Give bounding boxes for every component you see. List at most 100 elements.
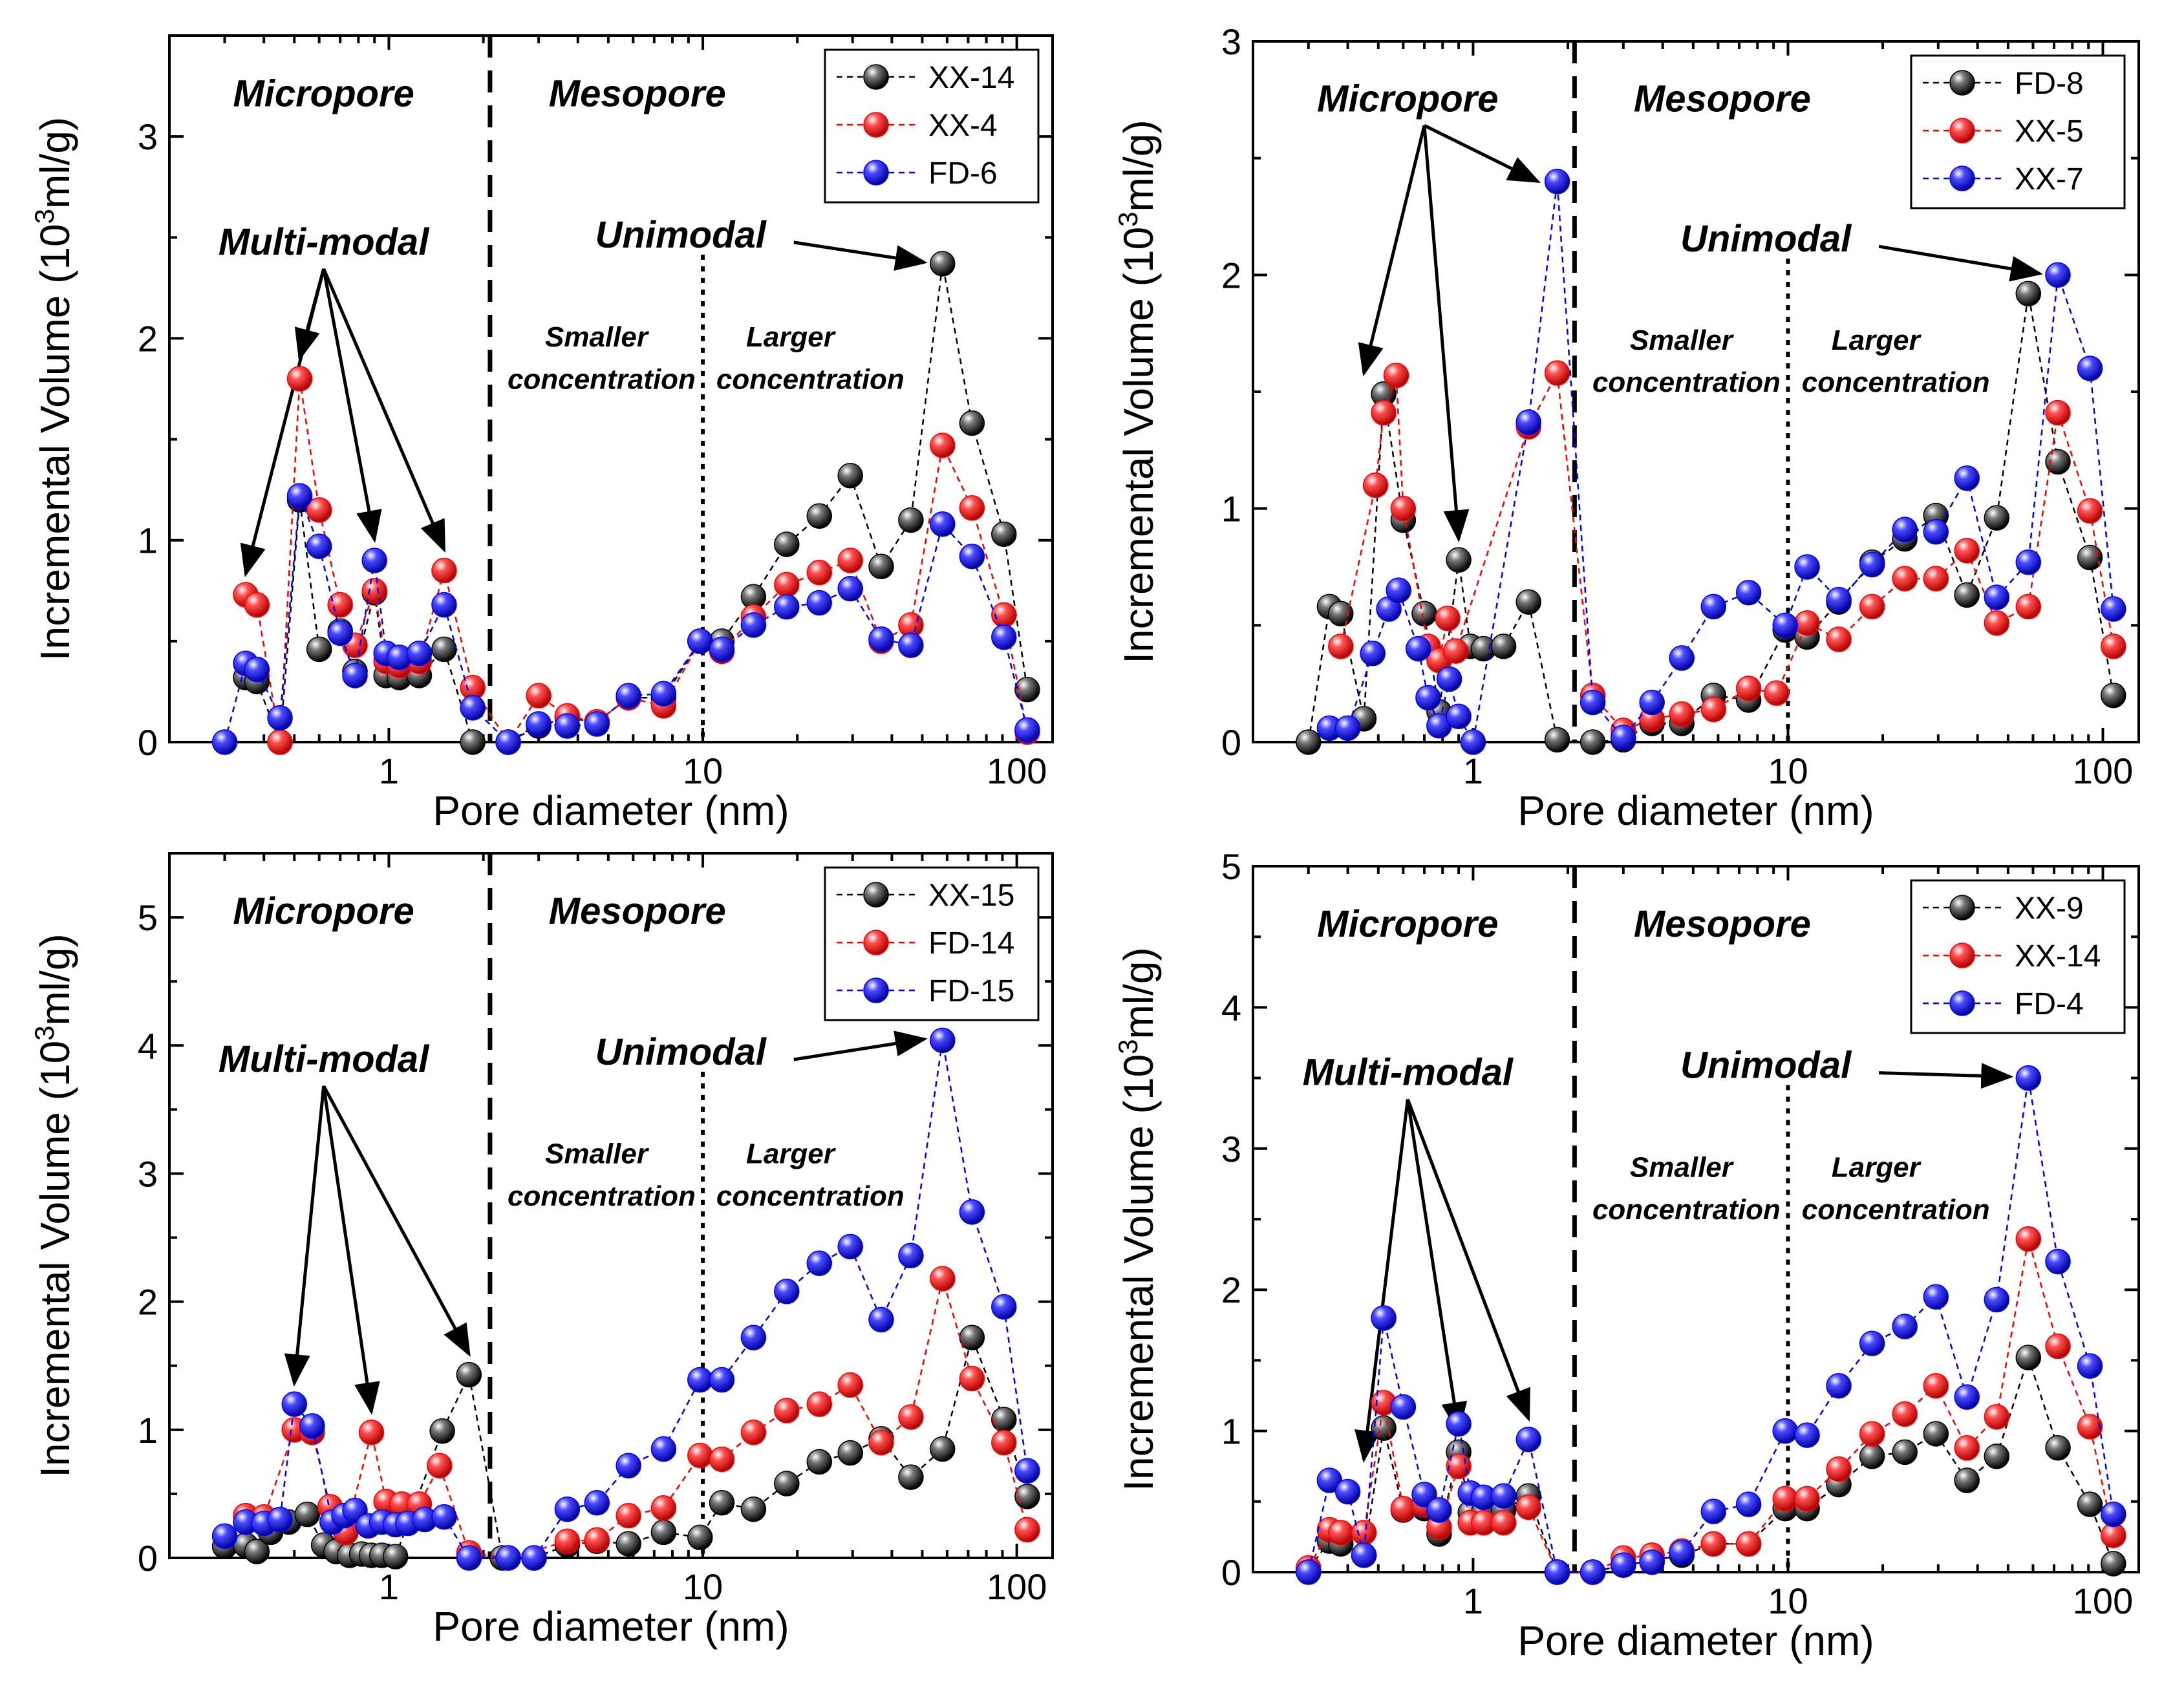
data-point	[1611, 1552, 1636, 1578]
unimodal-label: Unimodal	[595, 1031, 767, 1073]
y-tick-label: 3	[138, 116, 158, 157]
data-point	[1415, 685, 1441, 711]
data-point	[837, 1233, 863, 1260]
data-point	[1826, 586, 1852, 613]
legend-marker	[863, 112, 889, 138]
series-line	[1307, 1354, 2114, 1573]
data-point	[211, 729, 238, 755]
legend-label: FD-14	[928, 926, 1014, 961]
x-tick-label: 1	[1463, 751, 1483, 791]
data-point	[650, 681, 677, 707]
data-point	[1360, 640, 1386, 666]
data-point	[1334, 1478, 1361, 1505]
data-point	[1826, 1372, 1852, 1399]
data-point	[687, 1367, 713, 1393]
data-point	[1859, 551, 1885, 578]
data-point	[1390, 1394, 1417, 1420]
x-axis-title: Pore diameter (nm)	[1517, 787, 1874, 834]
data-point	[2077, 1414, 2103, 1440]
legend-marker	[1949, 70, 1975, 96]
larger-concentration-label-2: concentration	[716, 364, 905, 396]
data-point	[267, 729, 293, 755]
data-point	[2101, 682, 2126, 708]
y-tick-label: 0	[138, 722, 158, 763]
multimodal-label: Multi-modal	[219, 1038, 430, 1080]
data-point	[1892, 517, 1918, 542]
data-point	[1984, 584, 2010, 610]
data-point	[431, 636, 457, 663]
data-point	[294, 1501, 321, 1528]
legend-label: XX-9	[2015, 891, 2084, 926]
data-point	[1579, 729, 1606, 755]
legend-marker	[863, 160, 889, 186]
mesopore-label: Mesopore	[1634, 78, 1811, 120]
data-point	[1490, 1509, 1517, 1536]
multimodal-arrow	[284, 1085, 326, 1387]
data-point	[2077, 544, 2103, 571]
data-point	[1460, 729, 1486, 755]
data-point	[281, 1391, 307, 1417]
data-point	[616, 1502, 641, 1529]
data-point	[1334, 715, 1361, 741]
data-point	[806, 1391, 832, 1417]
data-point	[930, 432, 956, 458]
data-point	[342, 663, 368, 688]
data-point	[991, 521, 1017, 548]
x-tick-label: 10	[683, 1566, 723, 1607]
data-point	[2015, 281, 2042, 306]
x-axis-title: Pore diameter (nm)	[433, 787, 789, 834]
data-point	[1383, 362, 1409, 389]
data-point	[1490, 634, 1517, 659]
data-point	[868, 1306, 894, 1333]
x-tick-label: 100	[2073, 751, 2133, 791]
data-point	[1984, 1286, 2010, 1313]
peak-arrow	[1422, 125, 1470, 543]
data-point	[2045, 1333, 2071, 1359]
data-point	[584, 1527, 610, 1553]
data-point	[898, 507, 924, 533]
data-point	[1669, 1539, 1695, 1566]
data-point	[526, 683, 551, 708]
data-point	[898, 1404, 924, 1430]
data-point	[837, 1440, 863, 1466]
data-point	[1442, 638, 1469, 664]
data-point	[1923, 1284, 1949, 1310]
data-point	[2077, 356, 2103, 381]
smaller-concentration-label: Smaller	[545, 321, 650, 353]
multimodal-arrow	[294, 268, 326, 361]
multimodal-arrow	[1406, 1099, 1468, 1435]
data-point	[837, 548, 863, 573]
plot-frame	[168, 852, 1054, 1559]
y-tick-label: 1	[1221, 1411, 1241, 1452]
data-point	[1859, 1443, 1885, 1469]
data-point	[991, 1407, 1017, 1432]
data-point	[1446, 547, 1472, 573]
data-point	[740, 612, 767, 638]
data-point	[2077, 1491, 2103, 1517]
data-point	[1892, 566, 1918, 591]
data-point	[1954, 537, 1980, 564]
x-axis-title: Pore diameter (nm)	[433, 1603, 789, 1650]
data-point	[2045, 1435, 2071, 1461]
series-xx-14	[1296, 1226, 2126, 1585]
data-point	[709, 1490, 735, 1516]
data-point	[361, 578, 387, 604]
y-tick-label: 1	[1221, 489, 1241, 529]
data-point	[460, 695, 486, 721]
smaller-concentration-label: Smaller	[1630, 1151, 1735, 1183]
data-point	[1954, 1384, 1980, 1410]
data-point	[1544, 1559, 1570, 1585]
data-point	[2045, 449, 2071, 475]
multimodal-label: Multi-modal	[1303, 1052, 1514, 1094]
data-point	[431, 1504, 457, 1530]
micropore-label: Micropore	[1317, 903, 1498, 945]
multimodal-arrow	[322, 268, 382, 543]
data-point	[2015, 549, 2042, 575]
data-point	[1735, 1531, 1762, 1557]
legend-label: XX-14	[2015, 939, 2101, 974]
multimodal-label: Multi-modal	[219, 221, 430, 263]
data-point	[1794, 554, 1820, 580]
data-point	[1328, 1520, 1354, 1546]
data-point	[431, 557, 457, 584]
mesopore-label: Mesopore	[1634, 903, 1811, 945]
